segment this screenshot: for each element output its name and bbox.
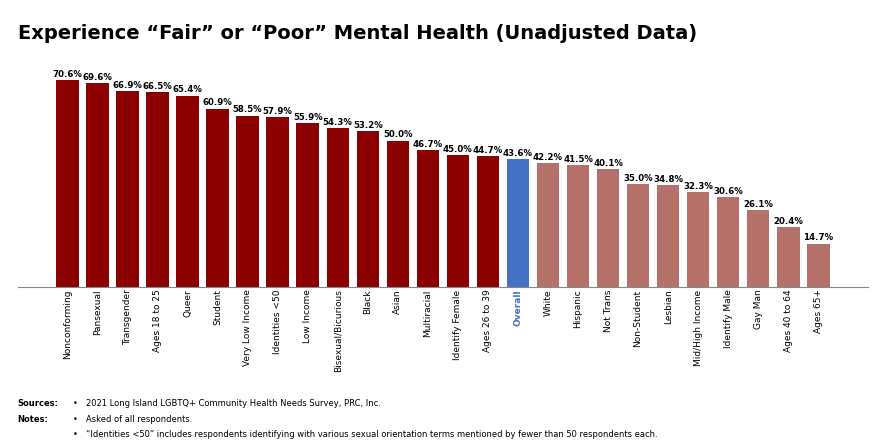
Bar [206,109,229,287]
Bar [267,117,289,287]
Text: 58.5%: 58.5% [233,105,262,114]
Text: 20.4%: 20.4% [774,217,803,226]
Bar [747,210,769,287]
Bar [687,192,709,287]
Bar [387,141,409,287]
Bar [117,91,139,287]
Bar [326,128,349,287]
Bar [357,131,379,287]
Bar [627,184,649,287]
Bar [597,169,619,287]
Text: 50.0%: 50.0% [383,130,412,139]
Text: 44.7%: 44.7% [473,146,503,155]
Text: 2021 Long Island LGBTQ+ Community Health Needs Survey, PRC, Inc.: 2021 Long Island LGBTQ+ Community Health… [86,399,381,408]
Bar [717,197,739,287]
Bar [446,155,469,287]
Text: Notes:: Notes: [18,415,48,423]
Text: 55.9%: 55.9% [293,113,323,122]
Bar [777,227,800,287]
Bar [537,163,560,287]
Bar [507,159,529,287]
Text: 45.0%: 45.0% [443,145,473,154]
Bar [176,96,199,287]
Text: 69.6%: 69.6% [82,73,112,82]
Text: 41.5%: 41.5% [563,155,593,164]
Bar [146,92,169,287]
Text: 54.3%: 54.3% [323,118,353,127]
Bar [86,83,109,287]
Text: 65.4%: 65.4% [173,85,203,94]
Bar [237,116,259,287]
Text: 14.7%: 14.7% [803,233,833,242]
Text: 66.5%: 66.5% [143,82,173,91]
Text: 42.2%: 42.2% [533,153,563,162]
Text: 32.3%: 32.3% [683,182,713,191]
Text: 53.2%: 53.2% [353,121,382,130]
Text: 43.6%: 43.6% [503,149,533,158]
Text: 60.9%: 60.9% [203,98,232,107]
Text: 26.1%: 26.1% [744,200,774,209]
Bar [417,150,439,287]
Text: 30.6%: 30.6% [713,187,743,196]
Bar [477,156,499,287]
Bar [296,123,319,287]
Text: Experience “Fair” or “Poor” Mental Health (Unadjusted Data): Experience “Fair” or “Poor” Mental Healt… [18,24,696,43]
Text: 66.9%: 66.9% [112,81,142,90]
Text: 34.8%: 34.8% [653,175,683,183]
Text: •: • [73,430,78,439]
Bar [657,185,680,287]
Text: 46.7%: 46.7% [413,140,443,149]
Bar [56,80,79,287]
Text: Asked of all respondents.: Asked of all respondents. [86,415,192,423]
Text: 40.1%: 40.1% [593,159,623,168]
Bar [567,165,589,287]
Text: •: • [73,399,78,408]
Text: 35.0%: 35.0% [624,174,652,183]
Text: Sources:: Sources: [18,399,59,408]
Text: “Identities <50” includes respondents identifying with various sexual orientatio: “Identities <50” includes respondents id… [86,430,657,439]
Text: 70.6%: 70.6% [53,70,82,79]
Text: 57.9%: 57.9% [263,107,293,116]
Bar [807,244,830,287]
Text: •: • [73,415,78,423]
